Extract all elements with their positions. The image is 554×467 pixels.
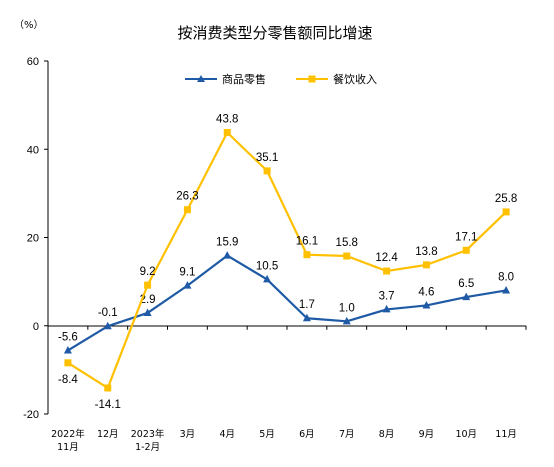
data-label-retail: 6.5 — [458, 278, 474, 290]
x-tick-label: 5月 — [259, 429, 275, 440]
plot-area: -5.6-0.12.99.115.910.51.7 1.03.7 4.66.58.0… — [58, 113, 517, 410]
data-point-catering — [223, 128, 231, 136]
data-label-catering: 35.1 — [256, 152, 278, 164]
data-label-retail: 1.7 — [299, 299, 315, 311]
data-label-catering: 16.1 — [296, 236, 318, 248]
legend-label-retail: 商品零售 — [222, 72, 266, 86]
x-tick-label: 2023年 1-2月 — [131, 428, 165, 453]
data-label-catering: 13.8 — [415, 246, 437, 258]
x-tick-label: 4月 — [219, 429, 235, 440]
x-tick-label: 3月 — [180, 429, 196, 440]
data-point-retail — [422, 300, 431, 309]
data-label-catering: 25.8 — [495, 193, 517, 205]
data-label-retail: 15.9 — [216, 237, 238, 249]
series-line-catering — [67, 131, 507, 390]
data-label-retail: 1.0 — [339, 302, 355, 314]
legend-marker-retail — [197, 75, 205, 82]
data-point-catering — [303, 251, 311, 259]
data-label-catering: 9.2 — [140, 266, 156, 278]
data-point-retail — [382, 304, 391, 313]
data-point-catering — [263, 167, 271, 175]
data-label-retail: -0.1 — [98, 307, 118, 319]
x-tick-label-line: 5月 — [259, 429, 275, 440]
x-tick-label: 12月 — [97, 429, 119, 440]
series-catering: -8.4 -14.1 9.2 26.3 43.8 35.1 16.1 15.8 12.4 13.8… — [58, 113, 517, 410]
data-label-catering: 26.3 — [176, 191, 198, 203]
data-point-retail — [302, 313, 311, 322]
x-tick-label-line: 11月 — [57, 442, 79, 453]
data-point-catering — [422, 261, 430, 269]
x-tick-label-line: 10月 — [455, 429, 477, 440]
x-tick-label: 9月 — [419, 429, 435, 440]
data-point-catering — [104, 384, 112, 392]
x-tick-label-line: 9月 — [419, 429, 435, 440]
x-tick-label-line: 4月 — [219, 429, 235, 440]
data-label-retail: 4.6 — [418, 286, 434, 298]
x-tick-label-line: 6月 — [299, 429, 315, 440]
x-tick-label: 7月 — [339, 429, 355, 440]
x-tick-label-line: 8月 — [379, 429, 395, 440]
x-tick-label-line: 1-2月 — [135, 442, 160, 453]
data-point-catering — [183, 206, 191, 214]
data-point-retail — [103, 321, 112, 330]
data-point-catering — [383, 267, 391, 275]
data-point-retail — [223, 251, 232, 259]
data-label-catering: 15.8 — [336, 237, 358, 249]
x-tick-label: 2022年 11月 — [51, 428, 85, 453]
y-tick-label: 40 — [27, 144, 39, 156]
data-point-catering — [502, 208, 510, 216]
x-tick-label: 10月 — [455, 429, 477, 440]
data-point-catering — [343, 252, 351, 260]
data-point-retail — [63, 345, 72, 354]
data-point-retail — [502, 285, 511, 294]
x-axis-ticks: 2022年 11月 12月 2023年 1-2月 3月 4月 5月 6月 7月 8月 9月 10月 11月 — [47, 325, 527, 453]
x-tick-label-line: 7月 — [339, 429, 355, 440]
data-label-catering: 43.8 — [216, 113, 238, 125]
legend-item-catering: 餐饮收入 — [296, 72, 377, 86]
data-label-retail: 8.0 — [498, 271, 514, 283]
data-label-retail: 3.7 — [379, 290, 395, 302]
x-tick-label: 8月 — [379, 429, 395, 440]
data-point-retail — [263, 274, 272, 283]
data-label-catering: -8.4 — [58, 374, 78, 386]
y-tick-label: 60 — [27, 56, 39, 68]
data-label-catering: -14.1 — [95, 399, 121, 411]
x-tick-label-line: 11月 — [495, 429, 517, 440]
data-point-catering — [462, 246, 470, 254]
data-point-retail — [183, 281, 192, 289]
legend-marker-catering — [308, 75, 316, 83]
data-point-retail — [342, 316, 351, 325]
series-retail: -5.6-0.12.99.115.910.51.7 1.03.7 4.66.58.0 — [58, 237, 514, 354]
data-label-catering: 17.1 — [455, 231, 477, 243]
y-tick-label: 20 — [27, 233, 39, 245]
x-tick-label: 11月 — [495, 429, 517, 440]
data-point-catering — [144, 281, 152, 289]
legend-label-catering: 餐饮收入 — [333, 72, 377, 86]
y-axis-ticks: -20 0 20 40 60 — [23, 56, 48, 421]
data-point-catering — [64, 359, 72, 367]
x-tick-label-line: 2023年 — [131, 428, 165, 440]
x-tick-label-line: 12月 — [97, 429, 119, 440]
x-tick-label-line: 2022年 — [51, 428, 85, 440]
y-tick-label: -20 — [23, 409, 39, 421]
series-line-retail — [67, 254, 507, 352]
x-tick-label: 6月 — [299, 429, 315, 440]
x-tick-label-line: 3月 — [180, 429, 196, 440]
data-label-retail: 9.1 — [179, 267, 195, 279]
legend: 商品零售 餐饮收入 — [185, 72, 377, 86]
data-point-retail — [143, 308, 152, 316]
data-point-retail — [462, 292, 471, 301]
y-unit-label: （%） — [14, 19, 44, 31]
data-label-catering: 12.4 — [375, 252, 398, 264]
data-label-retail: -5.6 — [58, 331, 78, 343]
y-tick-label: 0 — [33, 321, 39, 333]
chart-title: 按消费类型分零售额同比增速 — [177, 24, 372, 42]
data-label-retail: 10.5 — [256, 260, 278, 272]
legend-item-retail: 商品零售 — [185, 72, 266, 86]
